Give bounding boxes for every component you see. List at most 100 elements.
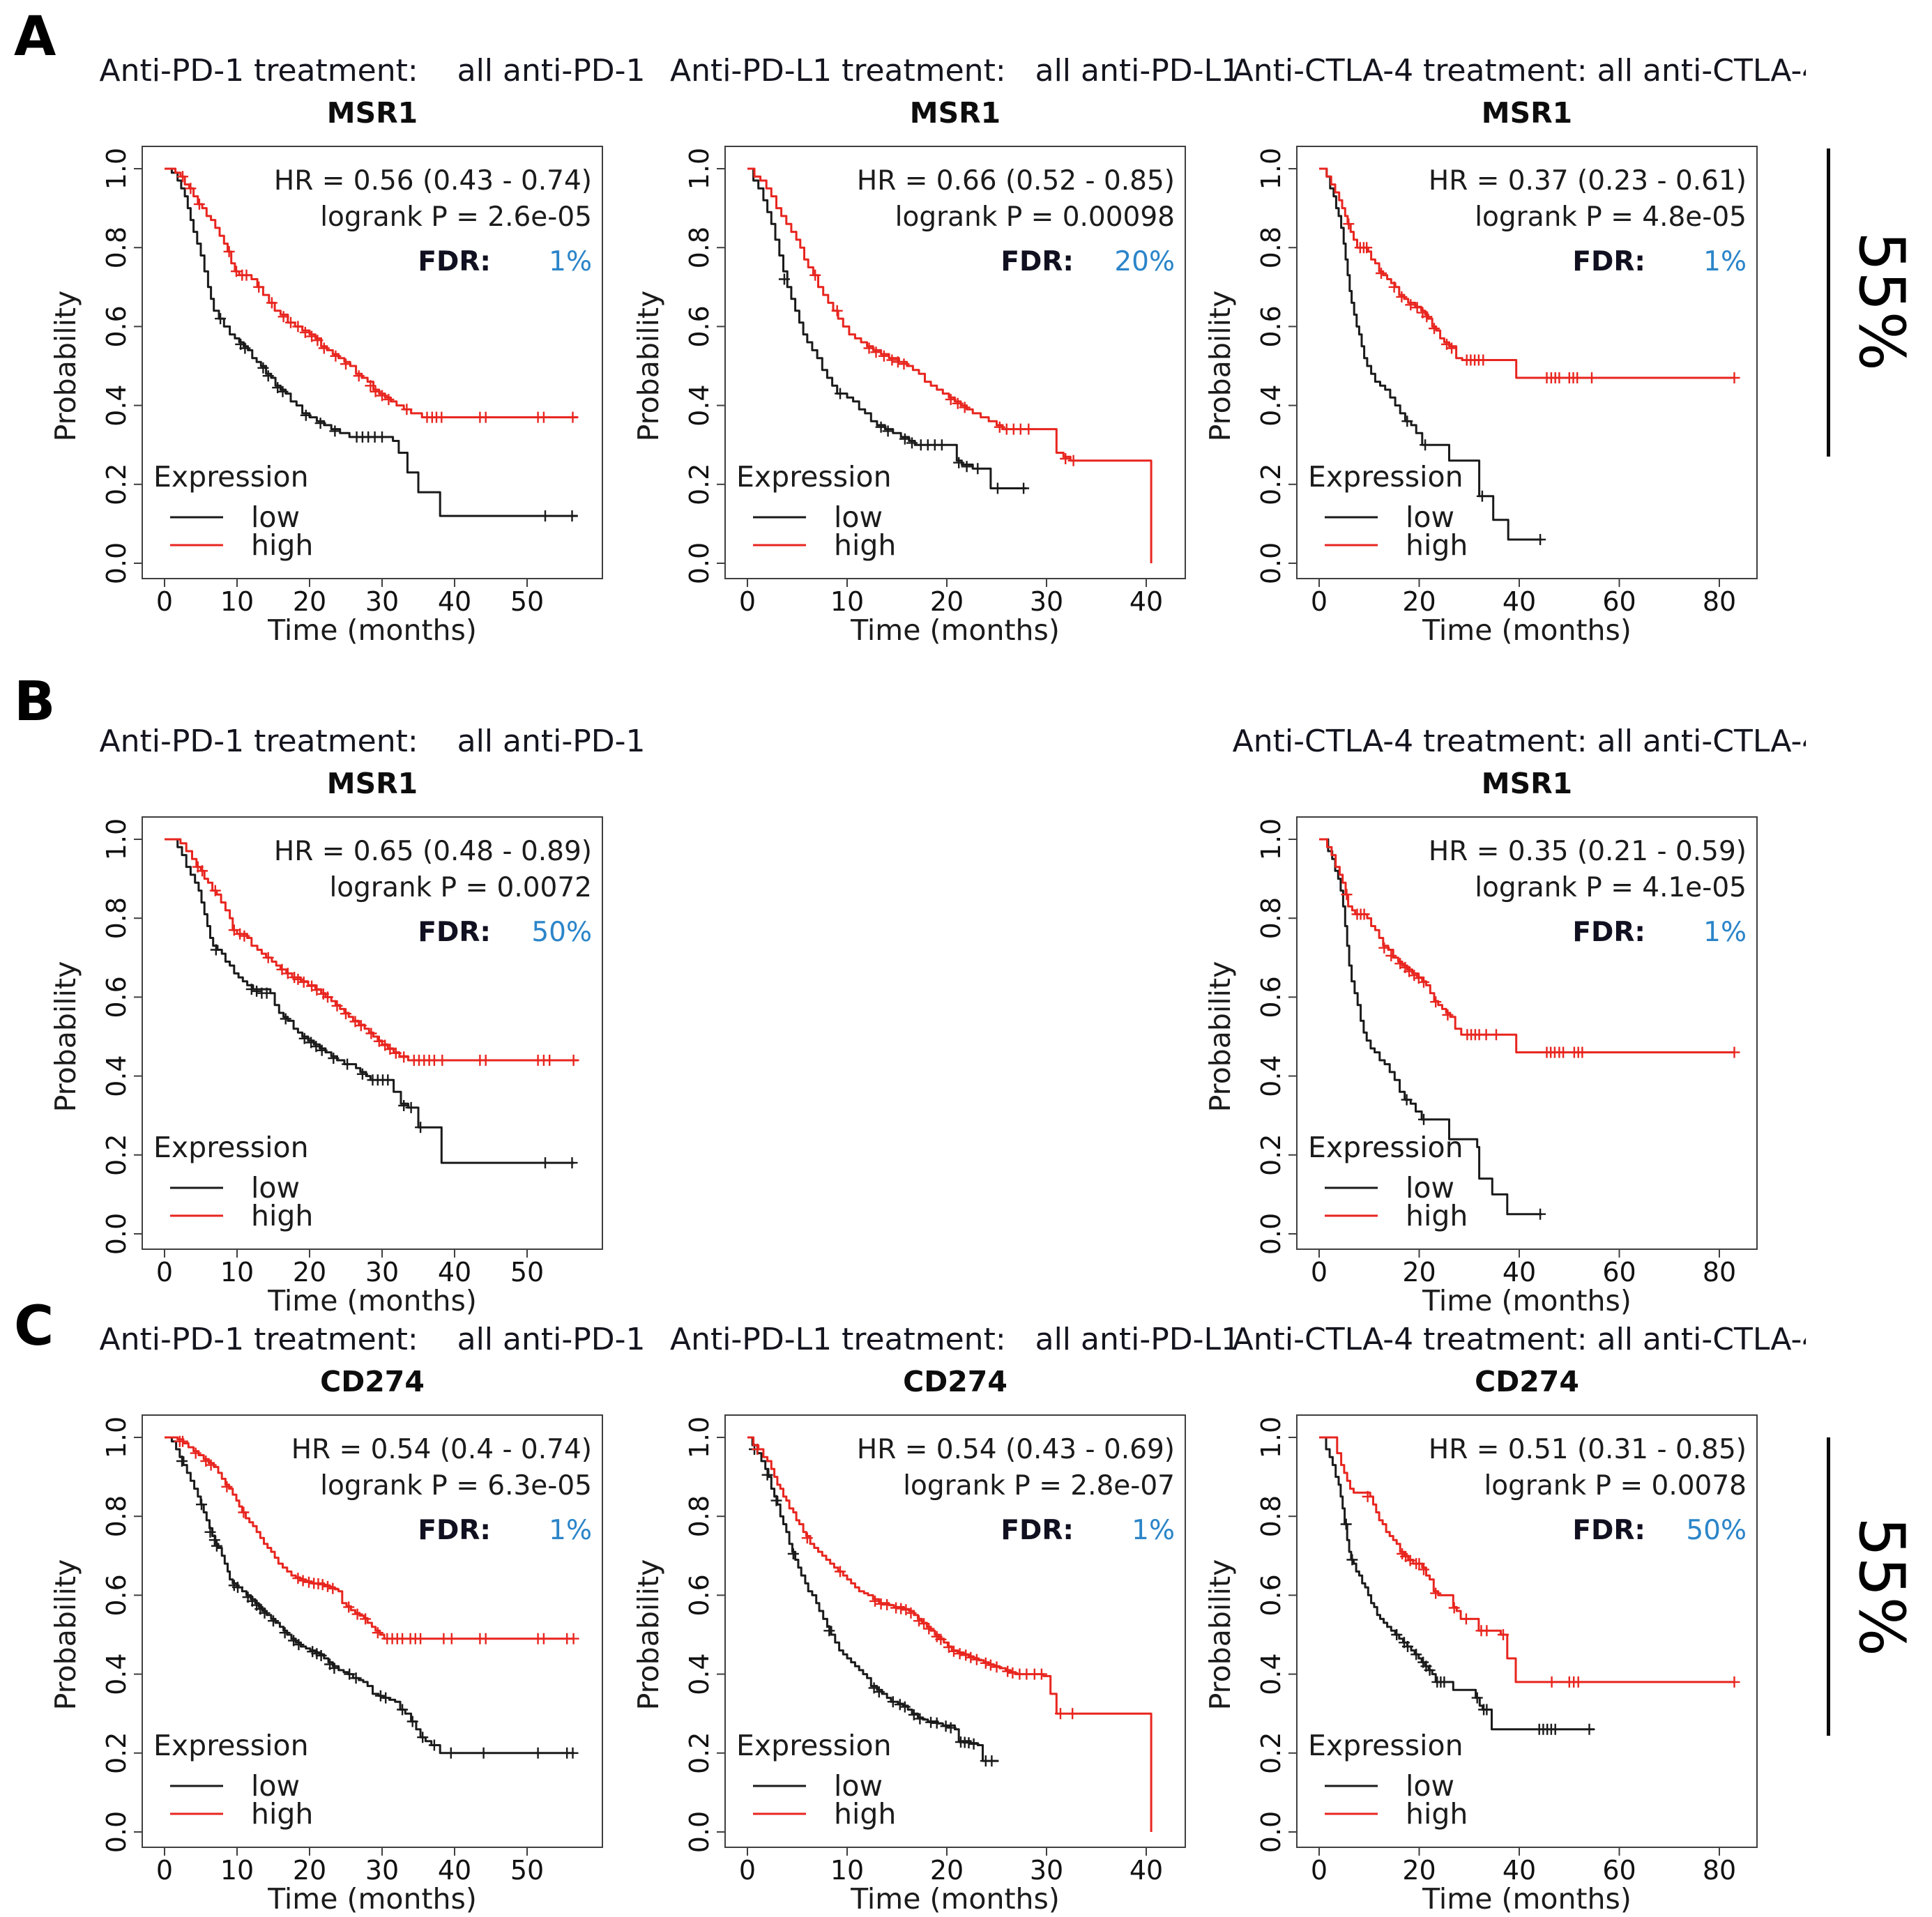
legend-title: Expression xyxy=(736,460,892,494)
km-plot-C-anti-pd1: Anti-PD-1 treatment: all anti-PD-1 CD274 0… xyxy=(38,1318,651,1917)
plot-box xyxy=(724,146,1186,579)
km-plot-svg-A-anti-ctla4: Anti-CTLA-4 treatment: all anti-CTLA-4 MS… xyxy=(1203,53,1821,647)
censor-marks-low xyxy=(176,1456,579,1759)
legend-label-low: low xyxy=(1406,1769,1454,1803)
plot-box xyxy=(1296,1414,1758,1848)
censor-marks-high xyxy=(1362,1490,1740,1688)
plot-title: Anti-PD-1 treatment: all anti-PD-1 xyxy=(100,1322,646,1357)
legend-label-low: low xyxy=(1406,501,1454,534)
legend-label-high: high xyxy=(251,1797,313,1831)
y-tick-label: 0.4 xyxy=(1256,384,1286,426)
x-axis-title: Time (months) xyxy=(267,613,477,647)
logrank-text: logrank P = 4.8e-05 xyxy=(1475,201,1747,233)
survival-curve-high xyxy=(747,167,1153,563)
plot-box xyxy=(1296,816,1758,1250)
y-tick-label: 1.0 xyxy=(101,148,132,190)
x-tick-label: 0 xyxy=(1311,586,1328,617)
fdr-label: FDR: xyxy=(1001,246,1074,277)
legend-title: Expression xyxy=(1308,1729,1463,1762)
gene-label: MSR1 xyxy=(1482,767,1572,800)
km-plot-svg-A-anti-pdl1: Anti-PD-L1 treatment: all anti-PD-L1 MSR1… xyxy=(632,53,1240,647)
y-tick-label: 0.0 xyxy=(684,1811,715,1853)
survival-curve-low xyxy=(1319,167,1542,541)
x-tick-label: 50 xyxy=(510,1855,544,1886)
x-tick-label: 10 xyxy=(830,586,864,617)
y-tick-label: 0.8 xyxy=(101,897,132,939)
survival-curve-low xyxy=(747,167,1027,489)
hr-text: HR = 0.65 (0.48 - 0.89) xyxy=(274,836,592,867)
y-tick-label: 0.0 xyxy=(101,542,132,584)
x-tick-label: 80 xyxy=(1703,586,1736,617)
legend-title: Expression xyxy=(736,1729,892,1762)
y-tick-label: 0.4 xyxy=(101,384,132,426)
censor-marks-low xyxy=(1401,1094,1546,1220)
y-tick-label: 0.0 xyxy=(684,542,715,584)
censor-marks-high xyxy=(809,269,1079,466)
logrank-text: logrank P = 0.0072 xyxy=(329,872,592,903)
y-tick-label: 1.0 xyxy=(1256,1416,1286,1458)
y-tick-label: 0.0 xyxy=(101,1811,132,1853)
y-tick-label: 1.0 xyxy=(684,148,715,190)
survival-curve-low xyxy=(165,167,578,517)
km-plot-C-anti-pdl1: Anti-PD-L1 treatment: all anti-PD-L1 CD27… xyxy=(621,1318,1240,1917)
fdr-label: FDR: xyxy=(1001,1515,1074,1546)
x-axis-title: Time (months) xyxy=(267,1284,477,1318)
legend-label-low: low xyxy=(251,1769,300,1803)
km-plot-B-anti-ctla4: Anti-CTLA-4 treatment: all anti-CTLA-4 MS… xyxy=(1192,719,1821,1319)
x-tick-label: 50 xyxy=(510,586,544,617)
plot-title: Anti-CTLA-4 treatment: all anti-CTLA-4 xyxy=(1233,53,1806,89)
plot-box xyxy=(1296,146,1758,579)
x-tick-label: 40 xyxy=(1503,1257,1536,1288)
x-axis-title: Time (months) xyxy=(1422,613,1631,647)
fdr-label: FDR: xyxy=(1572,917,1645,948)
y-tick-label: 0.6 xyxy=(101,976,132,1018)
x-tick-label: 20 xyxy=(930,586,964,617)
logrank-text: logrank P = 6.3e-05 xyxy=(320,1470,592,1502)
fdr-label: FDR: xyxy=(1572,246,1645,277)
censor-marks-low xyxy=(778,273,1030,494)
y-tick-label: 0.8 xyxy=(101,1495,132,1537)
y-axis-title: Probability xyxy=(49,1559,82,1711)
y-axis-title: Probability xyxy=(49,291,82,442)
y-tick-label: 0.4 xyxy=(1256,1653,1286,1695)
x-tick-label: 50 xyxy=(510,1257,544,1288)
logrank-text: logrank P = 4.1e-05 xyxy=(1475,872,1747,903)
km-plot-svg-A-anti-pd1: Anti-PD-1 treatment: all anti-PD-1 MSR1 0.… xyxy=(49,53,646,647)
gene-label: MSR1 xyxy=(327,767,418,800)
y-axis-title: Probability xyxy=(632,1559,665,1711)
y-tick-label: 0.6 xyxy=(1256,976,1286,1018)
km-plot-A-anti-ctla4: Anti-CTLA-4 treatment: all anti-CTLA-4 MS… xyxy=(1192,49,1821,648)
x-tick-label: 30 xyxy=(365,586,399,617)
y-tick-label: 0.4 xyxy=(684,1653,715,1695)
legend-label-low: low xyxy=(251,1171,300,1205)
survival-curve-low xyxy=(165,838,575,1164)
y-tick-label: 0.2 xyxy=(1256,1732,1286,1774)
hr-text: HR = 0.37 (0.23 - 0.61) xyxy=(1429,165,1747,197)
plot-box xyxy=(724,1414,1186,1848)
y-tick-label: 0.4 xyxy=(1256,1055,1286,1097)
plot-box xyxy=(142,146,603,579)
plot-title: Anti-CTLA-4 treatment: all anti-CTLA-4 xyxy=(1233,1322,1806,1357)
plot-box xyxy=(142,1414,603,1848)
km-plot-svg-B-anti-pd1: Anti-PD-1 treatment: all anti-PD-1 MSR1 0.… xyxy=(49,724,646,1318)
hr-text: HR = 0.54 (0.4 - 0.74) xyxy=(291,1434,592,1465)
survival-curve-high xyxy=(747,1436,1153,1832)
gene-label: CD274 xyxy=(1475,1365,1579,1398)
panel-label-b: B xyxy=(14,671,56,733)
x-tick-label: 10 xyxy=(220,1855,254,1886)
legend-title: Expression xyxy=(1308,1131,1463,1164)
legend-title: Expression xyxy=(153,1729,309,1762)
km-plot-A-anti-pd1: Anti-PD-1 treatment: all anti-PD-1 MSR1 0.… xyxy=(38,49,651,648)
panel-a-response-rate-annotation: 55% xyxy=(1845,231,1918,372)
x-tick-label: 0 xyxy=(739,1855,756,1886)
x-axis-title: Time (months) xyxy=(850,1882,1060,1916)
fdr-value: 1% xyxy=(549,246,592,277)
x-tick-label: 20 xyxy=(1402,1855,1436,1886)
fdr-label: FDR: xyxy=(418,1515,491,1546)
fdr-value: 1% xyxy=(549,1515,592,1546)
y-tick-label: 0.6 xyxy=(101,1574,132,1616)
fdr-value: 1% xyxy=(1703,246,1747,277)
x-tick-label: 30 xyxy=(1030,586,1063,617)
y-tick-label: 0.0 xyxy=(101,1213,132,1255)
